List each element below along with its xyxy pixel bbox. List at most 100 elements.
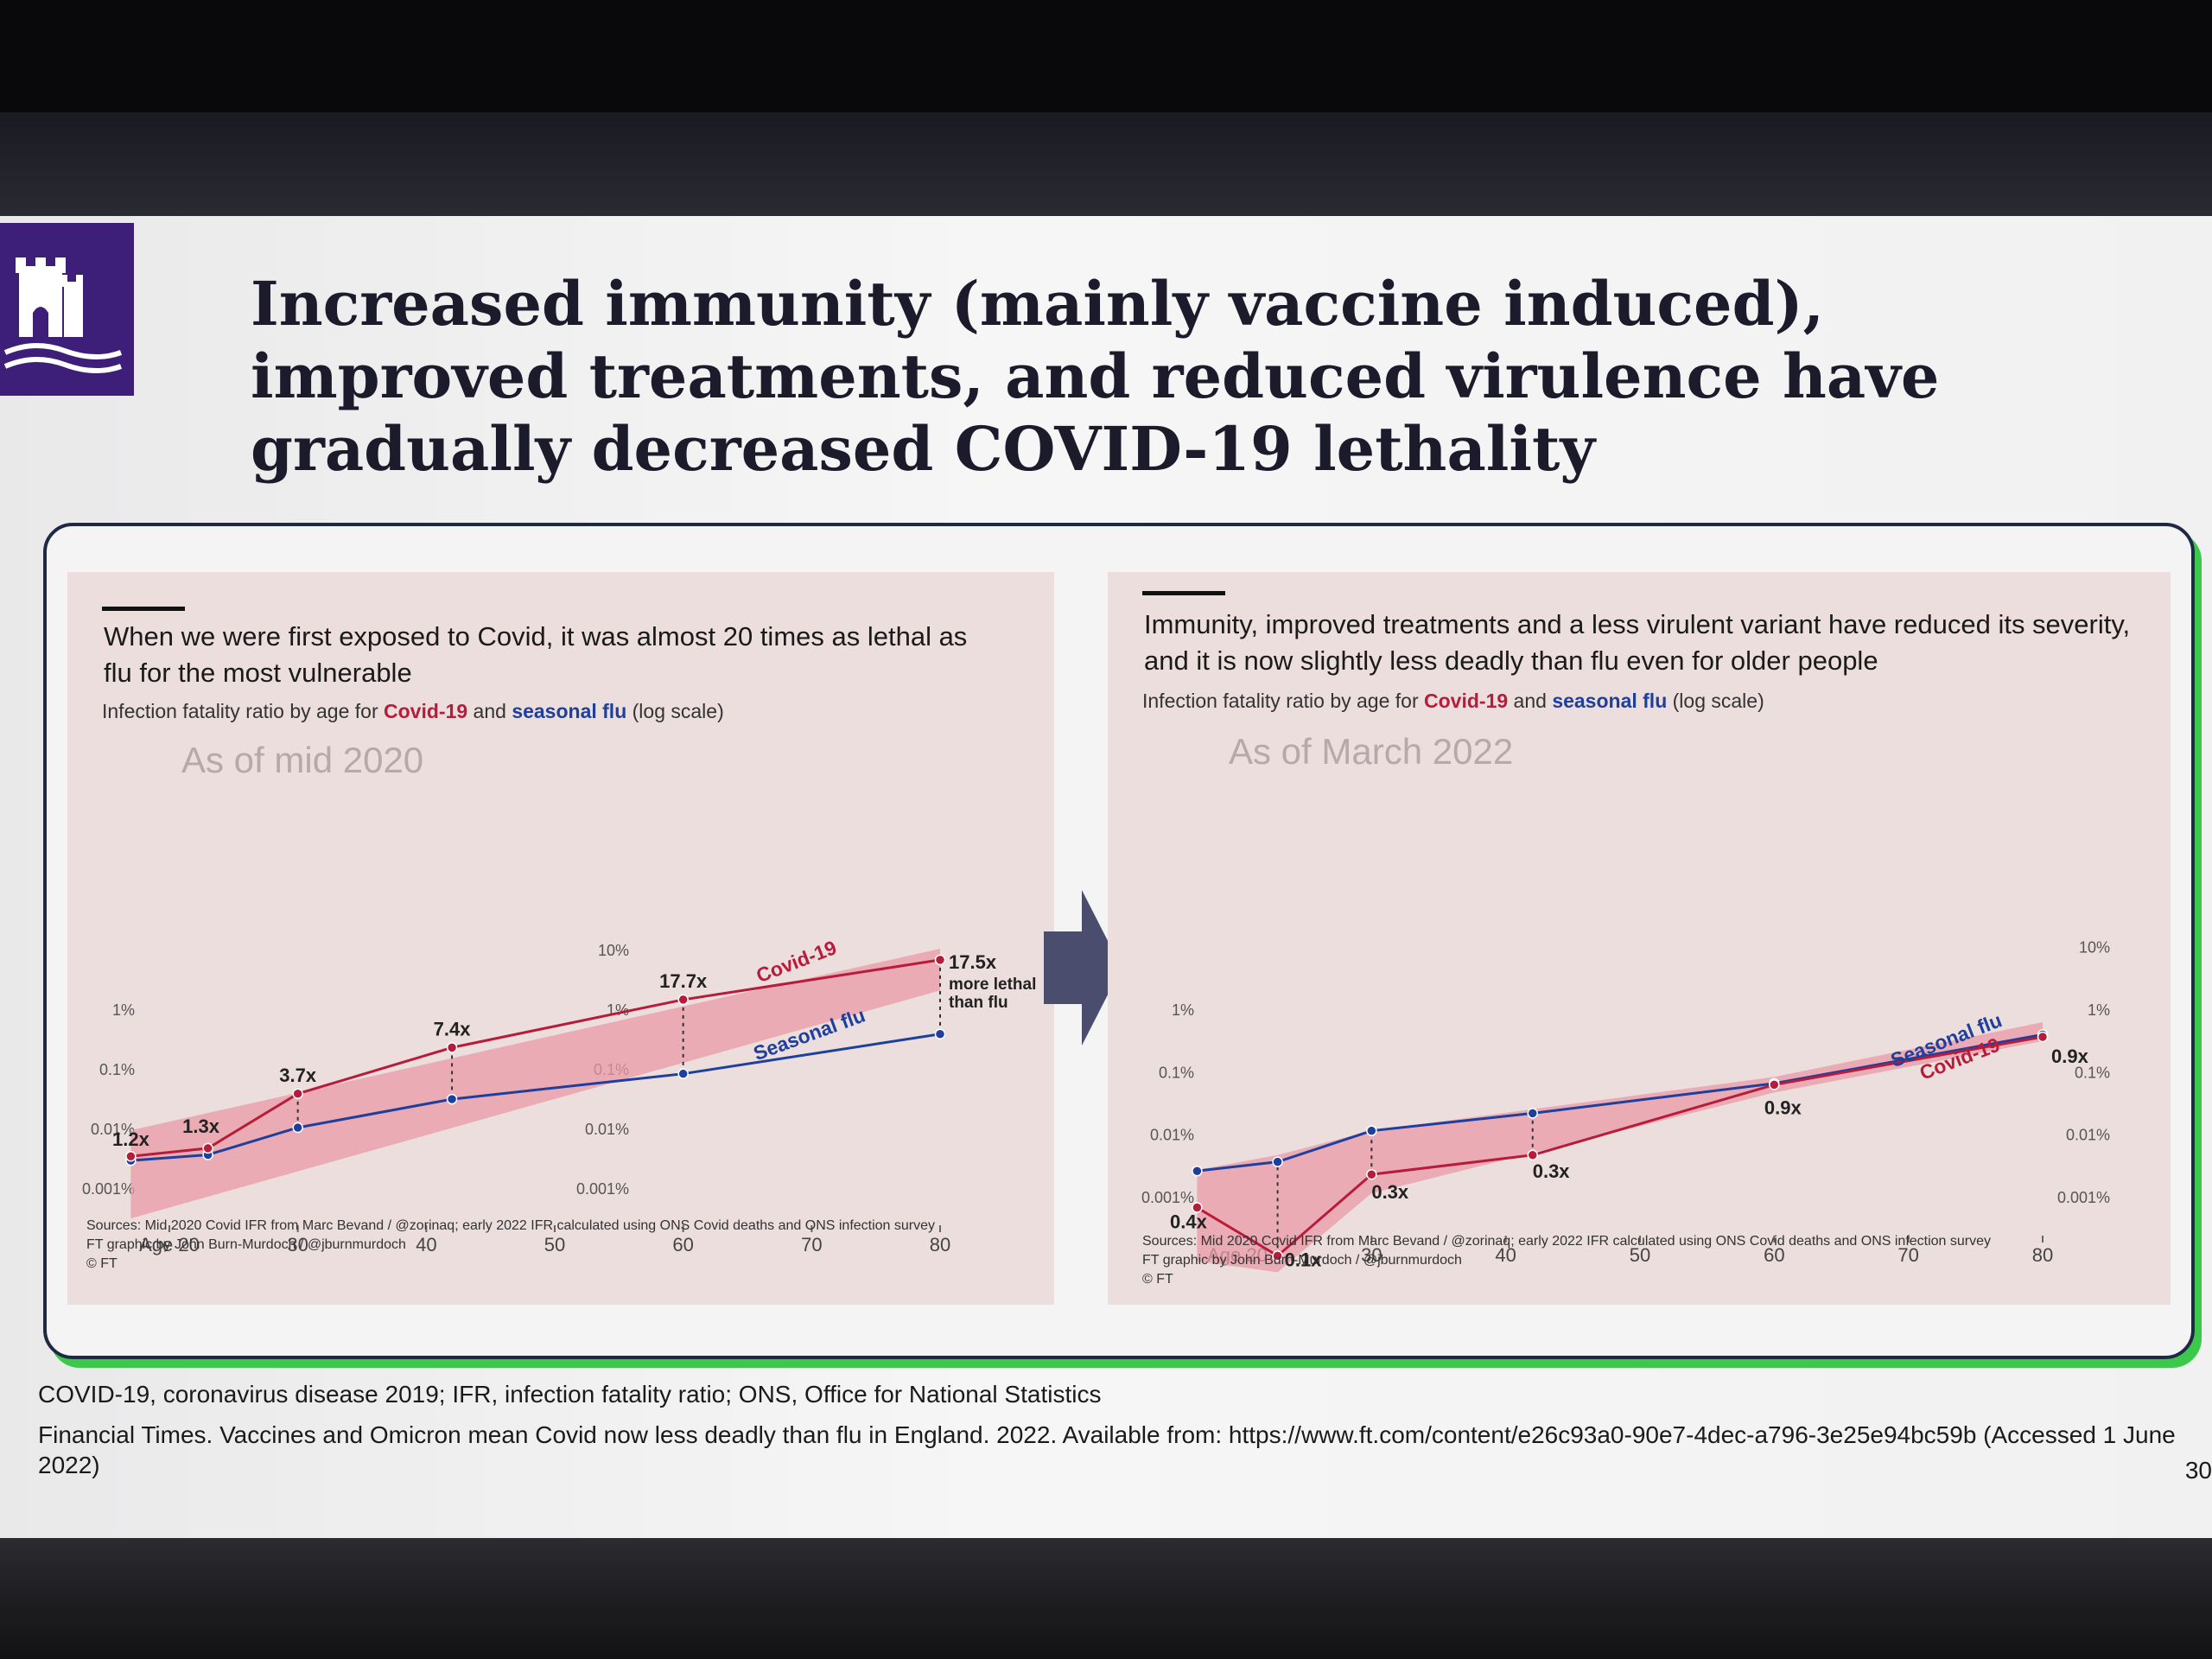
flu-data-point: [677, 1068, 689, 1079]
subtitle-prefix: Infection fatality ratio by age for: [1142, 690, 1425, 712]
covid-data-point: [934, 954, 946, 966]
covid-data-point: [202, 1142, 213, 1154]
ratio-annotation: 0.4x: [1170, 1211, 1208, 1233]
x-tick-label: 50: [544, 1234, 565, 1255]
copyright-text: © FT: [1142, 1272, 1173, 1287]
castle-icon: [3, 257, 123, 374]
room-ceiling: [0, 112, 2212, 216]
flu-series-line: [1197, 1033, 2044, 1173]
x-tick-label: 70: [801, 1234, 822, 1255]
x-tick-label: 30: [1361, 1244, 1382, 1266]
y-tick-label-left: 0.01%: [1150, 1127, 1194, 1144]
flu-data-point: [446, 1093, 458, 1105]
covid-data-point: [1527, 1149, 1538, 1161]
y-tick-label-right: 0.01%: [585, 1121, 629, 1138]
ratio-annotation: 1.2x: [112, 1128, 150, 1150]
ifr-chart-mid-2020: As of mid 2020 0.001% 0.001% 0.01% 0.01% 0.1…: [82, 740, 1036, 1255]
y-tick-label-right: 10%: [2079, 939, 2110, 957]
flu-data-point: [934, 1028, 946, 1040]
y-tick-label-left: 1%: [1172, 1001, 1194, 1019]
footnote-reference: Financial Times. Vaccines and Omicron me…: [38, 1421, 2176, 1478]
covid-data-point: [2037, 1031, 2049, 1043]
covid-data-point: [677, 994, 689, 1006]
y-tick-label-right: 10%: [598, 942, 629, 959]
y-tick-label-right: 0.01%: [2066, 1127, 2110, 1144]
covid-series-line: [1196, 1035, 2044, 1258]
flu-data-point: [1527, 1108, 1538, 1119]
subtitle-flu: seasonal flu: [1552, 690, 1668, 712]
period-label: As of March 2022: [1229, 731, 1513, 772]
covid-uncertainty-band: [130, 949, 940, 1219]
covid-data-point: [1192, 1202, 1203, 1213]
x-tick-label: 50: [1630, 1244, 1650, 1266]
arrow-right-icon: [1044, 890, 1122, 1046]
y-tick-label-left: 0.001%: [82, 1180, 135, 1198]
ratio-annotation: 0.1x: [1285, 1249, 1323, 1270]
flu-data-point: [1192, 1165, 1203, 1177]
y-tick-label-left: 1%: [112, 1001, 135, 1019]
credit-text: FT graphic by John Burn-Murdoch / @jburn…: [86, 1237, 406, 1252]
ratio-annotation: 1.3x: [182, 1116, 220, 1137]
covid-series-line: [130, 958, 941, 1158]
x-tick-label: 30: [287, 1234, 308, 1255]
subtitle-suffix: (log scale): [1667, 690, 1764, 712]
subtitle-flu: seasonal flu: [512, 700, 627, 722]
y-tick-label-left: 0.01%: [91, 1121, 135, 1138]
panel-sources: Sources: Mid 2020 Covid IFR from Marc Be…: [86, 1217, 1037, 1274]
x-tick-label: 60: [672, 1234, 693, 1255]
subtitle-covid: Covid-19: [1424, 690, 1509, 712]
copyright-text: © FT: [86, 1256, 118, 1271]
y-tick-label-right: 1%: [2088, 1001, 2110, 1019]
subtitle-prefix: Infection fatality ratio by age for: [102, 700, 385, 722]
panel-rule: [102, 607, 185, 611]
subtitle-and: and: [1508, 690, 1553, 712]
y-tick-label-right: 0.001%: [576, 1180, 629, 1198]
covid-uncertainty-band: [1197, 1022, 2043, 1273]
room-floor: [0, 1538, 2212, 1659]
ratio-note: more lethal: [949, 976, 1036, 994]
x-tick-label: 40: [1495, 1244, 1516, 1266]
covid-data-point: [446, 1042, 458, 1053]
ratio-annotation: 7.4x: [434, 1018, 472, 1039]
page-number: 30: [2184, 1457, 2212, 1484]
footnote-abbreviations: COVID-19, coronavirus disease 2019; IFR,…: [38, 1381, 1102, 1408]
covid-data-point: [125, 1150, 137, 1162]
subtitle-and: and: [467, 700, 512, 722]
ratio-annotation: 0.9x: [1764, 1096, 1802, 1118]
room-ceiling-dark: [0, 0, 2212, 112]
ratio-annotation: 17.7x: [659, 970, 708, 992]
credit-text: FT graphic by John Burn-Murdoch / @jburn…: [1142, 1253, 1462, 1268]
ratio-annotation: 3.7x: [279, 1065, 317, 1086]
chart-panel-mid-2020: When we were first exposed to Covid, it …: [67, 572, 1054, 1305]
x-tick-label: 80: [2032, 1244, 2053, 1266]
chart-panel-march-2022: Immunity, improved treatments and a less…: [1108, 572, 2171, 1305]
y-tick-label-right: 0.001%: [2057, 1189, 2110, 1206]
university-logo: [0, 223, 134, 396]
y-tick-label-left: 0.1%: [99, 1061, 135, 1078]
ratio-annotation: 17.5x: [949, 951, 997, 973]
covid-data-point: [292, 1088, 303, 1100]
y-tick-label-left: 0.001%: [1141, 1189, 1194, 1206]
covid-data-point: [1366, 1168, 1377, 1180]
subtitle-suffix: (log scale): [626, 700, 724, 722]
covid-data-point: [1272, 1250, 1283, 1262]
y-tick-label-left: 0.1%: [1159, 1064, 1194, 1081]
covid-data-point: [1769, 1079, 1780, 1090]
x-tick-label: 60: [1764, 1244, 1784, 1266]
ratio-note: than flu: [949, 994, 1008, 1012]
panel-headline: Immunity, improved treatments and a less…: [1144, 609, 2131, 676]
panel-subtitle: Infection fatality ratio by age for Covi…: [1142, 690, 1764, 713]
x-tick-label: 80: [930, 1234, 950, 1255]
x-tick-label: 70: [1897, 1244, 1918, 1266]
sources-text: Sources: Mid 2020 Covid IFR from Marc Be…: [1142, 1234, 1992, 1249]
y-tick-label-right: 0.1%: [2075, 1064, 2110, 1081]
flu-data-point: [1272, 1156, 1283, 1167]
panel-sources: Sources: Mid 2020 Covid IFR from Marc Be…: [1142, 1232, 2153, 1289]
x-tick-label: Age 20: [139, 1234, 200, 1255]
ifr-chart-march-2022: As of March 2022 0.001% 0.001% 0.01% 0.01% 0…: [1141, 731, 2110, 1273]
ratio-annotation: 0.9x: [2051, 1046, 2089, 1067]
flu-series-line: [130, 1033, 941, 1162]
x-tick-label: 40: [416, 1234, 436, 1255]
panel-rule: [1142, 591, 1225, 595]
ratio-annotation: 0.3x: [1533, 1160, 1571, 1182]
